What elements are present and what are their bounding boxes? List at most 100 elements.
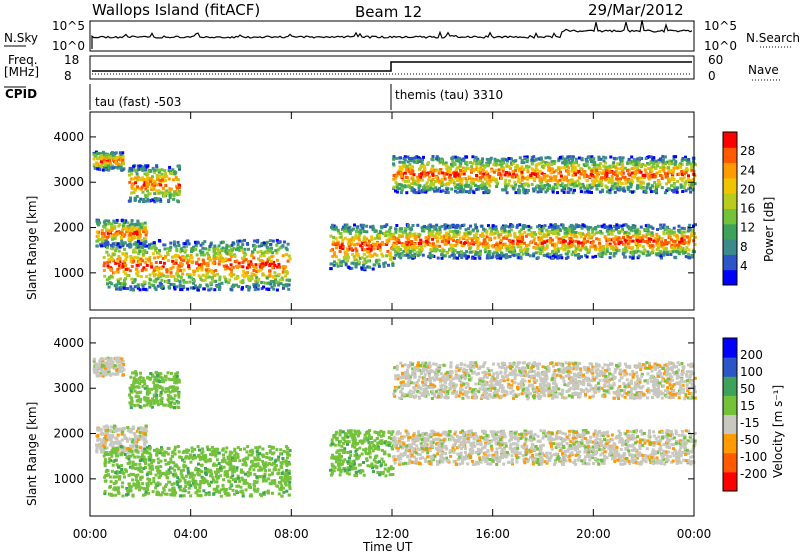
echo-cell: [680, 171, 684, 175]
echo-cell: [115, 283, 119, 287]
echo-cell: [439, 189, 443, 193]
echo-cell: [444, 233, 448, 237]
echo-cell: [373, 263, 377, 267]
echo-cell: [204, 247, 208, 251]
echo-cell: [556, 231, 560, 235]
echo-cell: [400, 186, 404, 190]
echo-cell: [141, 246, 145, 250]
echo-cell: [448, 173, 452, 177]
echo-cell: [621, 228, 625, 232]
echo-cell: [239, 248, 243, 252]
echo-cell: [556, 224, 560, 228]
echo-cell: [143, 240, 147, 244]
echo-cell: [488, 226, 492, 230]
echo-cell: [417, 156, 421, 160]
colorbar-tick-label: 16: [740, 202, 755, 216]
echo-cell: [116, 259, 120, 263]
echo-cell: [136, 164, 140, 168]
echo-cell: [258, 263, 262, 266]
echo-cell: [173, 287, 177, 291]
echo-cell: [504, 188, 508, 192]
echo-cell: [99, 160, 103, 164]
echo-cell: [559, 174, 563, 178]
echo-cell: [225, 251, 229, 255]
echo-cell: [105, 228, 109, 232]
echo-cell: [689, 190, 693, 194]
echo-cell: [536, 174, 540, 178]
echo-cell: [457, 230, 461, 234]
echo-cell: [247, 278, 251, 282]
echo-cell: [563, 242, 567, 246]
echo-cell: [213, 288, 217, 292]
echo-cell: [501, 161, 505, 165]
echo-cell: [194, 240, 197, 244]
echo-cell: [381, 242, 385, 246]
echo-cell: [566, 191, 570, 194]
echo-cell: [574, 172, 578, 176]
echo-cell: [624, 181, 628, 185]
echo-cell: [410, 186, 414, 190]
echo-cell: [279, 282, 283, 286]
echo-cell: [679, 183, 683, 187]
echo-cell: [498, 248, 502, 252]
echo-cell: [435, 188, 439, 192]
echo-cell: [551, 190, 555, 194]
echo-cell: [493, 231, 497, 235]
echo-cell: [236, 246, 240, 250]
echo-cell: [680, 233, 684, 237]
echo-cell: [515, 225, 519, 229]
echo-cell: [526, 175, 530, 179]
echo-cell: [440, 256, 444, 260]
echo-cell: [183, 242, 187, 246]
echo-cell: [415, 182, 419, 186]
echo-cell: [252, 269, 256, 272]
echo-cell: [595, 169, 599, 172]
echo-cell: [516, 223, 520, 227]
echo-cell: [619, 229, 623, 233]
echo-cell: [444, 183, 448, 187]
echo-cell: [359, 244, 363, 248]
echo-cell: [631, 234, 635, 238]
echo-cell: [192, 245, 195, 249]
echo-cell: [418, 184, 422, 188]
echo-cell: [182, 279, 186, 283]
echo-cell: [218, 278, 222, 282]
echo-cell: [105, 246, 109, 250]
echo-cell: [102, 156, 106, 160]
echo-cell: [194, 244, 198, 248]
echo-cell: [483, 248, 487, 252]
echo-cell: [212, 273, 216, 277]
echo-cell: [469, 187, 473, 191]
echo-cell: [121, 158, 125, 162]
echo-cell: [209, 287, 213, 291]
echo-cell: [455, 166, 459, 170]
echo-cell: [625, 249, 629, 253]
colorbar-tick-label: 24: [740, 163, 755, 177]
echo-cell: [163, 169, 167, 173]
echo-cell: [246, 275, 250, 278]
echo-cell: [517, 179, 520, 183]
echo-cell: [539, 161, 543, 165]
echo-cell: [442, 249, 446, 253]
echo-cell: [109, 166, 113, 170]
echo-cell: [448, 234, 452, 238]
echo-cell: [122, 363, 126, 366]
echo-cell: [392, 241, 396, 245]
echo-cell: [485, 235, 489, 239]
echo-cell: [626, 242, 630, 246]
echo-cell: [457, 175, 461, 179]
echo-cell: [480, 224, 484, 228]
echo-cell: [594, 184, 598, 188]
echo-cell: [370, 235, 374, 239]
echo-cell: [693, 243, 697, 246]
echo-cell: [353, 256, 357, 260]
echo-cell: [674, 160, 678, 164]
echo-cell: [394, 189, 397, 193]
echo-cell: [672, 181, 676, 185]
echo-cell: [465, 250, 468, 254]
echo-cell: [631, 229, 635, 233]
echo-cell: [466, 167, 470, 171]
echo-cell: [143, 437, 147, 441]
echo-cell: [434, 232, 438, 236]
